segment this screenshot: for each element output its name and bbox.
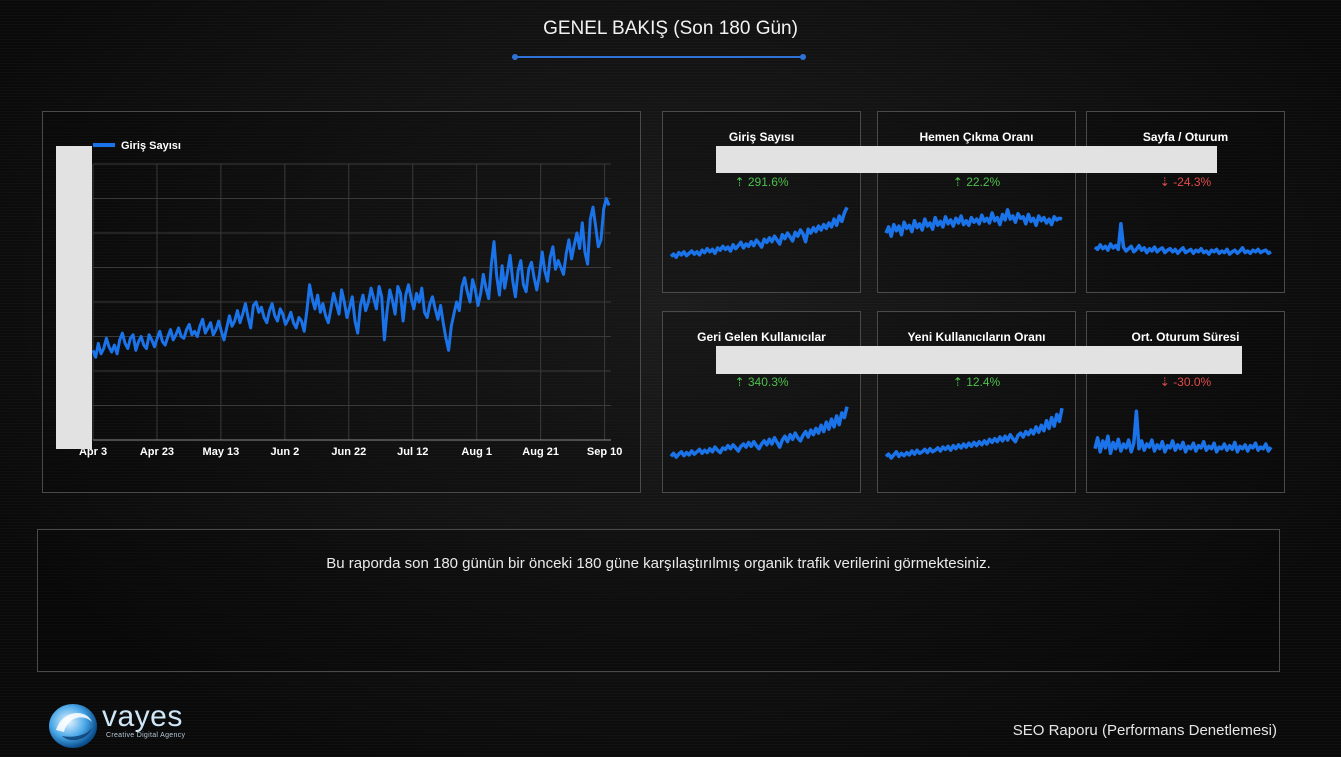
sparkline-series (1093, 409, 1273, 456)
sparkline-chart (669, 406, 849, 459)
title-underline (512, 54, 806, 60)
x-tick-label: Jun 22 (331, 446, 366, 458)
kpi-change: ⇡ 12.4% (952, 375, 1001, 389)
sparkline-chart (884, 407, 1064, 460)
kpi-change: ⇣ -30.0% (1159, 375, 1212, 389)
kpi-card-new-user-rate[interactable]: Yeni Kullanıcıların Oranı ⇡ 12.4% (877, 311, 1076, 493)
page-title: GENEL BAKIŞ (Son 180 Gün) (543, 18, 798, 39)
info-box: Bu raporda son 180 günün bir önceki 180 … (37, 529, 1280, 672)
x-tick-label: Sep 10 (587, 446, 622, 458)
logo-swirl-icon (49, 704, 97, 748)
logo-wordmark: vayes (102, 700, 183, 733)
kpi-title: Yeni Kullanıcıların Oranı (907, 330, 1046, 344)
kpi-card-sessions[interactable]: Giriş Sayısı ⇡ 291.6% (662, 111, 861, 293)
x-tick-label: Aug 21 (522, 446, 559, 458)
x-tick-label: Apr 3 (79, 446, 107, 458)
footer-label: SEO Raporu (Performans Denetlemesi) (1012, 722, 1277, 739)
kpi-card-bounce-rate[interactable]: Hemen Çıkma Oranı ⇡ 22.2% (877, 111, 1076, 293)
kpi-change: ⇡ 22.2% (952, 175, 1001, 189)
arrow-up-icon: ⇡ (734, 175, 745, 189)
kpi-change: ⇡ 340.3% (734, 375, 789, 389)
kpi-title: Hemen Çıkma Oranı (919, 130, 1034, 144)
arrow-up-icon: ⇡ (952, 175, 963, 189)
kpi-title: Sayfa / Oturum (1142, 130, 1229, 144)
arrow-up-icon: ⇡ (952, 375, 963, 389)
x-tick-label: Apr 23 (140, 446, 174, 458)
sparkline-chart (1093, 409, 1273, 456)
kpi-card-pages-per-session[interactable]: Sayfa / Oturum ⇣ -24.3% (1086, 111, 1285, 293)
kpi-change: ⇣ -24.3% (1159, 175, 1212, 189)
series-line-giris-sayisi (91, 197, 611, 359)
kpi-title: Giriş Sayısı (728, 130, 795, 144)
x-tick-label: Jul 12 (397, 446, 428, 458)
sparkline-chart (1093, 222, 1272, 256)
x-tick-label: Aug 1 (461, 446, 492, 458)
sparkline-series (1093, 222, 1272, 256)
kpi-change: ⇡ 291.6% (734, 175, 789, 189)
logo: vayes Creative Digital Agency (48, 700, 208, 750)
redaction-bar-top (716, 146, 1217, 173)
report-description: Bu raporda son 180 günün bir önceki 180 … (326, 555, 991, 572)
sparkline-chart (884, 208, 1063, 238)
redaction-bar-yaxis (56, 146, 92, 449)
sparkline-series (669, 206, 849, 259)
arrow-down-icon: ⇣ (1159, 375, 1170, 389)
sparkline-series (884, 208, 1063, 238)
x-tick-label: May 13 (203, 446, 240, 458)
kpi-title: Geri Gelen Kullanıcılar (697, 330, 826, 344)
main-line-chart[interactable]: Apr 3 Apr 23 May 13 Jun 2 Jun 22 Jul 12 Aug 1 A… (43, 112, 642, 494)
sparkline-series (669, 406, 849, 459)
kpi-card-returning-users[interactable]: Geri Gelen Kullanıcılar ⇡ 340.3% (662, 311, 861, 493)
arrow-down-icon: ⇣ (1159, 175, 1170, 189)
logo-tagline: Creative Digital Agency (106, 732, 186, 739)
arrow-up-icon: ⇡ (734, 375, 745, 389)
redaction-bar-bottom (716, 346, 1242, 374)
sparkline-series (884, 407, 1064, 460)
sparkline-chart (669, 206, 849, 259)
kpi-title: Ort. Oturum Süresi (1131, 330, 1240, 344)
kpi-card-avg-session-duration[interactable]: Ort. Oturum Süresi ⇣ -30.0% (1086, 311, 1285, 493)
x-tick-label: Jun 2 (270, 446, 299, 458)
legend-label: Giriş Sayısı (121, 140, 181, 152)
main-chart-panel: Apr 3 Apr 23 May 13 Jun 2 Jun 22 Jul 12 Aug 1 A… (42, 111, 641, 493)
